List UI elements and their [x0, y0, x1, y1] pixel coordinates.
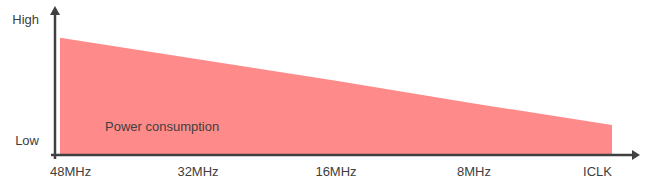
y-tick-label: High: [12, 12, 39, 27]
x-tick-label: 32MHz: [177, 164, 218, 179]
y-tick-label: Low: [15, 133, 39, 148]
y-tick: [54, 19, 55, 20]
plot-area: [60, 38, 612, 155]
chart-container: Power consumption Low High 48MHz 32MHz 16MHz 8…: [0, 0, 650, 189]
x-tick-label: 8MHz: [457, 164, 491, 179]
y-tick: [54, 140, 55, 141]
chart-svg: Power consumption Low High 48MHz 32MHz 16MHz 8…: [0, 0, 650, 189]
x-tick-label: 48MHz: [50, 164, 91, 179]
x-tick-label: ICLK: [583, 164, 612, 179]
x-tick-label: 16MHz: [315, 164, 356, 179]
area: [60, 38, 612, 155]
annotation: Power consumption: [105, 119, 219, 134]
y-axis-arrow: [50, 6, 60, 15]
y-axis: [54, 12, 57, 159]
x-axis-arrow: [632, 150, 640, 160]
x-axis: [51, 154, 634, 157]
